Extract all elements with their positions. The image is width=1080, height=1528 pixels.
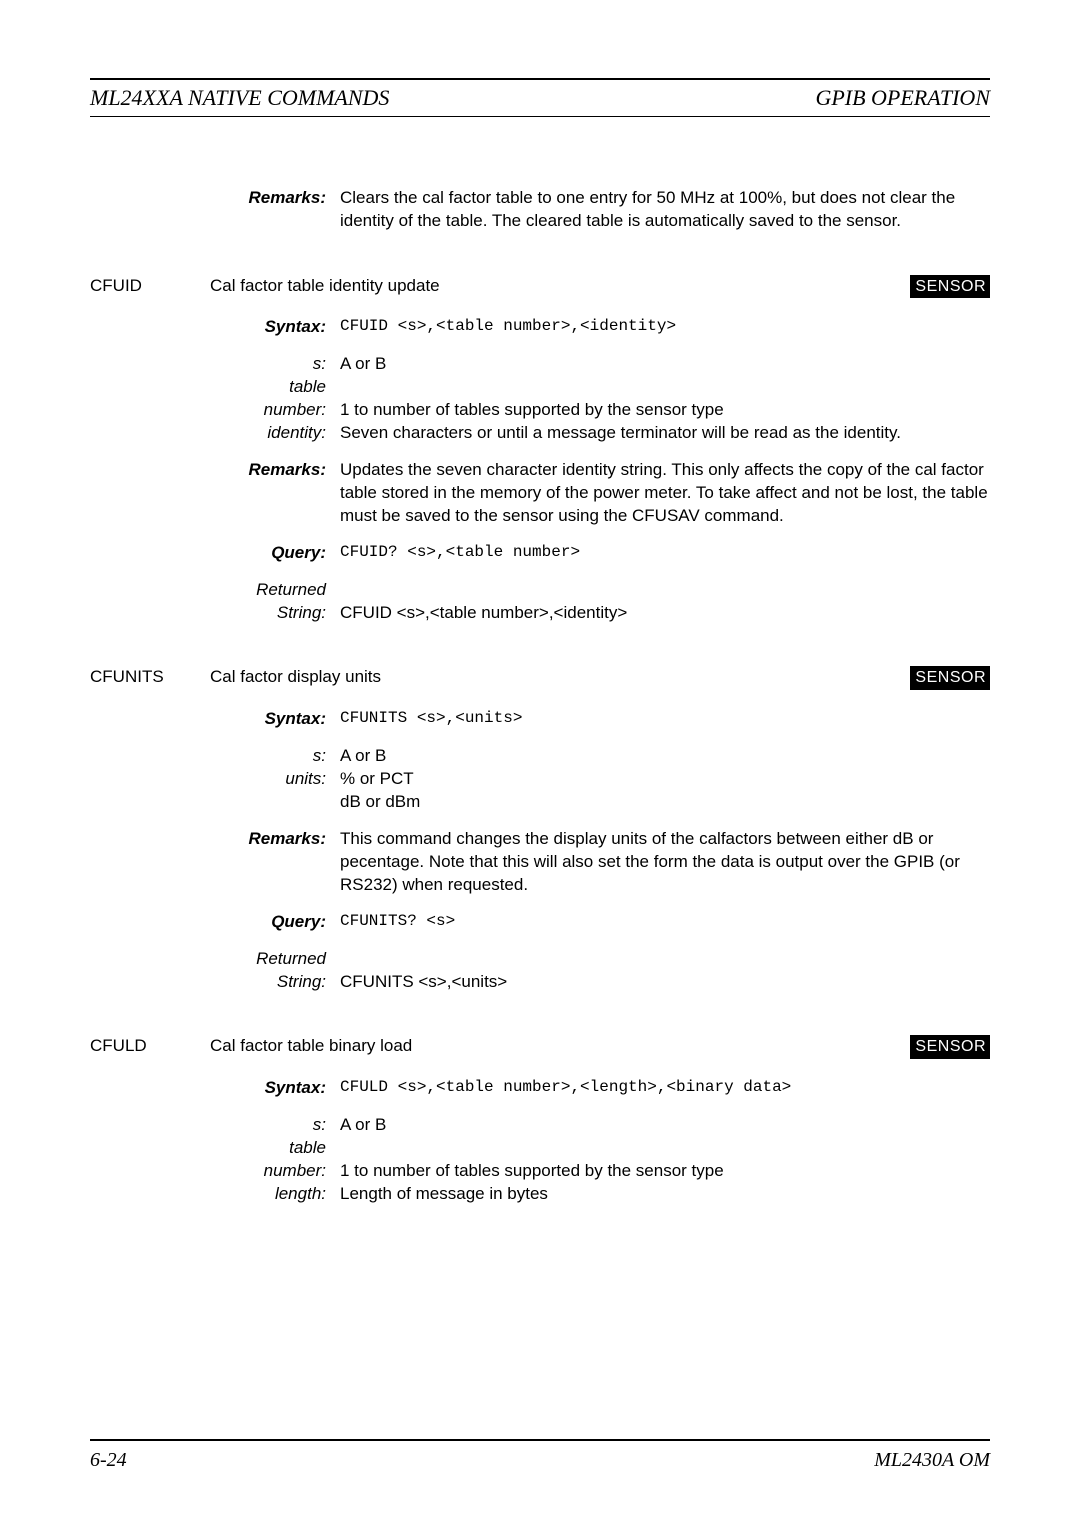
cfuid-param-table-label: table: [210, 376, 340, 399]
cfuid-syntax-label: Syntax:: [210, 316, 340, 339]
cfuid-remarks-text: Updates the seven character identity str…: [340, 459, 990, 528]
cfunits-returned-text: CFUNITS <s>,<units>: [340, 971, 990, 994]
cfunits-param-units-text2: dB or dBm: [340, 791, 990, 814]
cfunits-query-text: CFUNITS? <s>: [340, 911, 990, 934]
cfuid-name: CFUID: [90, 275, 210, 298]
cfunits-query-label: Query:: [210, 911, 340, 934]
footer-left: 6-24: [90, 1447, 127, 1474]
cfuid-title: Cal factor table identity update: [210, 275, 440, 298]
cfunits-param-s-label: s:: [210, 745, 340, 768]
cfuld-syntax: CFULD <s>,<table number>,<length>,<binar…: [340, 1077, 990, 1100]
page-footer: 6-24 ML2430A OM: [90, 1439, 990, 1474]
cfuld-title: Cal factor table binary load: [210, 1035, 412, 1058]
cfunits-syntax: CFUNITS <s>,<units>: [340, 708, 990, 731]
cfuid-param-s-label: s:: [210, 353, 340, 376]
cfunits-block: CFUNITS Cal factor display units SENSOR …: [90, 666, 990, 993]
cfuld-param-number-label: number:: [210, 1160, 340, 1183]
cfuid-param-number-text: 1 to number of tables supported by the s…: [340, 399, 990, 422]
cfuld-param-s-text: A or B: [340, 1114, 990, 1137]
cfunits-param-units-text1: % or PCT: [340, 768, 990, 791]
cfuld-param-table-label: table: [210, 1137, 340, 1160]
footer-right: ML2430A OM: [874, 1447, 990, 1474]
intro-remarks-label: Remarks:: [210, 187, 340, 233]
cfunits-badge: SENSOR: [910, 666, 990, 690]
cfuid-returned-label2: String:: [210, 602, 340, 625]
cfuld-block: CFULD Cal factor table binary load SENSO…: [90, 1035, 990, 1205]
cfunits-returned-label1: Returned: [210, 948, 340, 971]
cfunits-returned-label2: String:: [210, 971, 340, 994]
cfunits-remarks-text: This command changes the display units o…: [340, 828, 990, 897]
cfunits-remarks-label: Remarks:: [210, 828, 340, 897]
cfunits-name: CFUNITS: [90, 666, 210, 689]
cfuid-syntax: CFUID <s>,<table number>,<identity>: [340, 316, 990, 339]
cfunits-param-units-label: units:: [210, 768, 340, 791]
cfuid-param-number-label: number:: [210, 399, 340, 422]
cfuid-query-text: CFUID? <s>,<table number>: [340, 542, 990, 565]
page-header: ML24XXA NATIVE COMMANDS GPIB OPERATION: [90, 78, 990, 117]
cfuid-param-s-text: A or B: [340, 353, 990, 376]
header-left: ML24XXA NATIVE COMMANDS: [90, 83, 389, 113]
cfuid-param-identity-label: identity:: [210, 422, 340, 445]
intro-block: Remarks: Clears the cal factor table to …: [90, 187, 990, 233]
cfuld-badge: SENSOR: [910, 1035, 990, 1059]
cfuid-returned-text: CFUID <s>,<table number>,<identity>: [340, 602, 990, 625]
cfuid-remarks-label: Remarks:: [210, 459, 340, 528]
cfuld-param-s-label: s:: [210, 1114, 340, 1137]
cfuid-query-label: Query:: [210, 542, 340, 565]
cfuid-param-identity-text: Seven characters or until a message term…: [340, 422, 990, 445]
cfuld-syntax-label: Syntax:: [210, 1077, 340, 1100]
cfuld-name: CFULD: [90, 1035, 210, 1058]
cfuid-block: CFUID Cal factor table identity update S…: [90, 275, 990, 625]
cfunits-param-s-text: A or B: [340, 745, 990, 768]
cfuld-param-number-text: 1 to number of tables supported by the s…: [340, 1160, 990, 1183]
cfuid-badge: SENSOR: [910, 275, 990, 299]
cfuld-param-length-text: Length of message in bytes: [340, 1183, 990, 1206]
cfunits-title: Cal factor display units: [210, 666, 381, 689]
intro-remarks-text: Clears the cal factor table to one entry…: [340, 187, 990, 233]
header-right: GPIB OPERATION: [815, 83, 990, 113]
cfunits-syntax-label: Syntax:: [210, 708, 340, 731]
cfuld-param-length-label: length:: [210, 1183, 340, 1206]
cfuid-returned-label1: Returned: [210, 579, 340, 602]
